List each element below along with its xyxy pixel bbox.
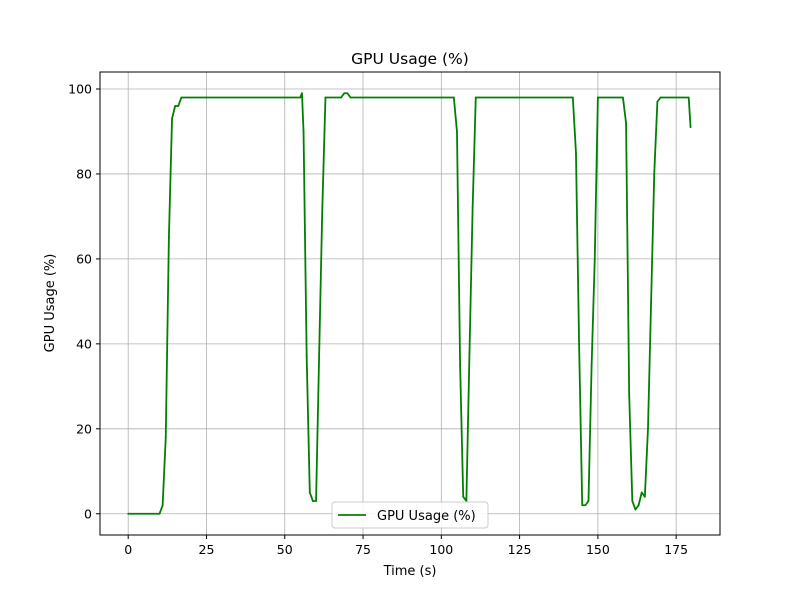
data-point [643,495,646,498]
data-point [656,100,659,103]
data-point [575,151,577,154]
data-point [318,351,321,354]
data-point [177,105,180,107]
legend-label: GPU Usage (%) [377,509,476,524]
data-point [315,500,317,502]
x-tick-label: 100 [429,542,453,557]
data-point [171,117,173,120]
data-point [640,491,643,494]
data-point [465,500,468,502]
y-axis-label: GPU Usage (%) [43,254,58,353]
data-point [477,96,480,99]
data-point [634,508,637,511]
grid-lines [100,72,720,535]
x-tick-label: 25 [199,542,215,557]
data-point [625,122,627,124]
data-point [689,126,692,129]
data-point [578,342,580,345]
x-tick-label: 50 [277,542,293,557]
x-tick-label: 75 [355,542,371,557]
data-point [456,130,458,133]
data-point [571,96,574,99]
data-point [167,236,170,239]
data-point [180,96,183,99]
data-point [687,96,690,99]
data-point [590,364,593,366]
tick-labels: 0 25 50 75 100 125 150 175 0 20 40 60 80 100 [68,81,688,557]
data-point [468,351,471,354]
y-tick-label: 20 [76,421,92,436]
data-point [174,105,177,107]
plot-area [127,92,692,515]
data-point [587,500,590,502]
x-tick-label: 125 [508,542,532,557]
data-point [647,427,649,430]
data-point [349,96,352,99]
x-axis-label: Time (s) [383,564,437,579]
data-point [164,436,167,439]
data-point [308,491,311,494]
data-point [631,500,634,502]
data-point [622,96,624,99]
data-point [158,512,161,515]
data-point [340,96,343,99]
data-point [637,504,640,507]
axes-frame [99,71,721,536]
axes [96,71,721,539]
data-point [474,96,477,99]
data-point [346,92,349,95]
data-point [628,393,631,396]
data-point [462,495,465,498]
y-tick-label: 40 [76,336,92,351]
data-point [127,512,130,515]
data-point [161,504,164,507]
data-point [581,504,584,507]
x-tick-label: 150 [586,542,610,557]
data-point [584,504,587,507]
y-tick-label: 100 [68,81,92,96]
data-point [471,207,474,209]
data-point [301,92,303,95]
chart-title: GPU Usage (%) [351,50,469,68]
legend-box [331,501,489,529]
data-point [596,96,599,99]
x-tick-label: 0 [124,542,132,557]
data-point [321,207,324,209]
data-point [452,96,455,99]
legend[interactable]: GPU Usage (%) [331,501,489,529]
data-point [650,300,653,303]
y-tick-label: 60 [76,251,92,266]
y-tick-label: 80 [76,166,92,181]
data-point [653,173,656,175]
data-point [324,96,327,99]
y-tick-label: 0 [84,506,92,521]
data-point [459,364,462,366]
data-point [302,130,305,133]
data-point [312,500,314,502]
data-point [343,92,346,95]
data-point [593,257,596,260]
data-point [659,96,662,99]
data-point [299,96,302,99]
x-tick-label: 175 [664,542,688,557]
data-point [305,355,308,358]
